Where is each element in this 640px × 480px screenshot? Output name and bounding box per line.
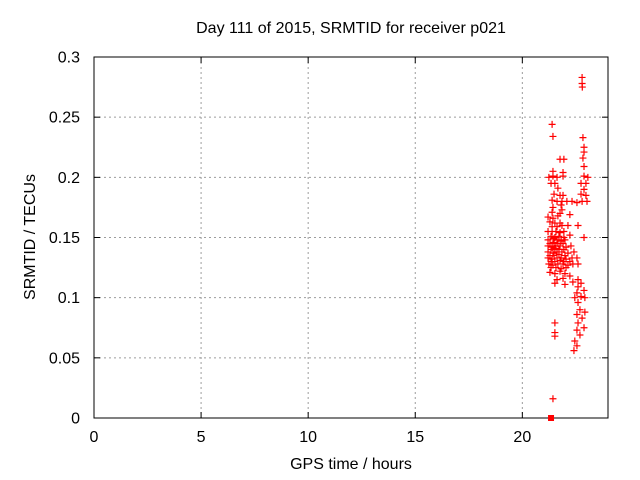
x-tick-label: 15: [406, 429, 424, 446]
y-axis-label: SRMTID / TECUs: [22, 174, 39, 300]
grid-layer: [94, 57, 608, 418]
data-points-plus: [544, 73, 592, 403]
x-tick-label: 10: [299, 429, 317, 446]
tick-label-layer: 0 5 10 15 20 0 0.05 0.1 0.15 0.2 0.25 0.3: [49, 50, 531, 447]
tick-layer: [93, 56, 608, 419]
y-tick-label: 0.05: [49, 350, 80, 367]
x-tick-label: 5: [197, 429, 206, 446]
y-tick-label: 0.1: [58, 290, 80, 307]
data-layer: [544, 73, 592, 421]
chart-title: Day 111 of 2015, SRMTID for receiver p02…: [196, 20, 506, 37]
y-tick-label: 0.3: [58, 50, 80, 67]
x-tick-label: 0: [90, 429, 99, 446]
y-tick-label: 0.15: [49, 230, 80, 247]
x-tick-label: 20: [513, 429, 531, 446]
y-tick-label: 0: [71, 411, 80, 428]
x-axis-label: GPS time / hours: [290, 456, 412, 473]
y-tick-label: 0.2: [58, 170, 80, 187]
data-point-square: [548, 415, 555, 421]
y-tick-label: 0.25: [49, 110, 80, 127]
